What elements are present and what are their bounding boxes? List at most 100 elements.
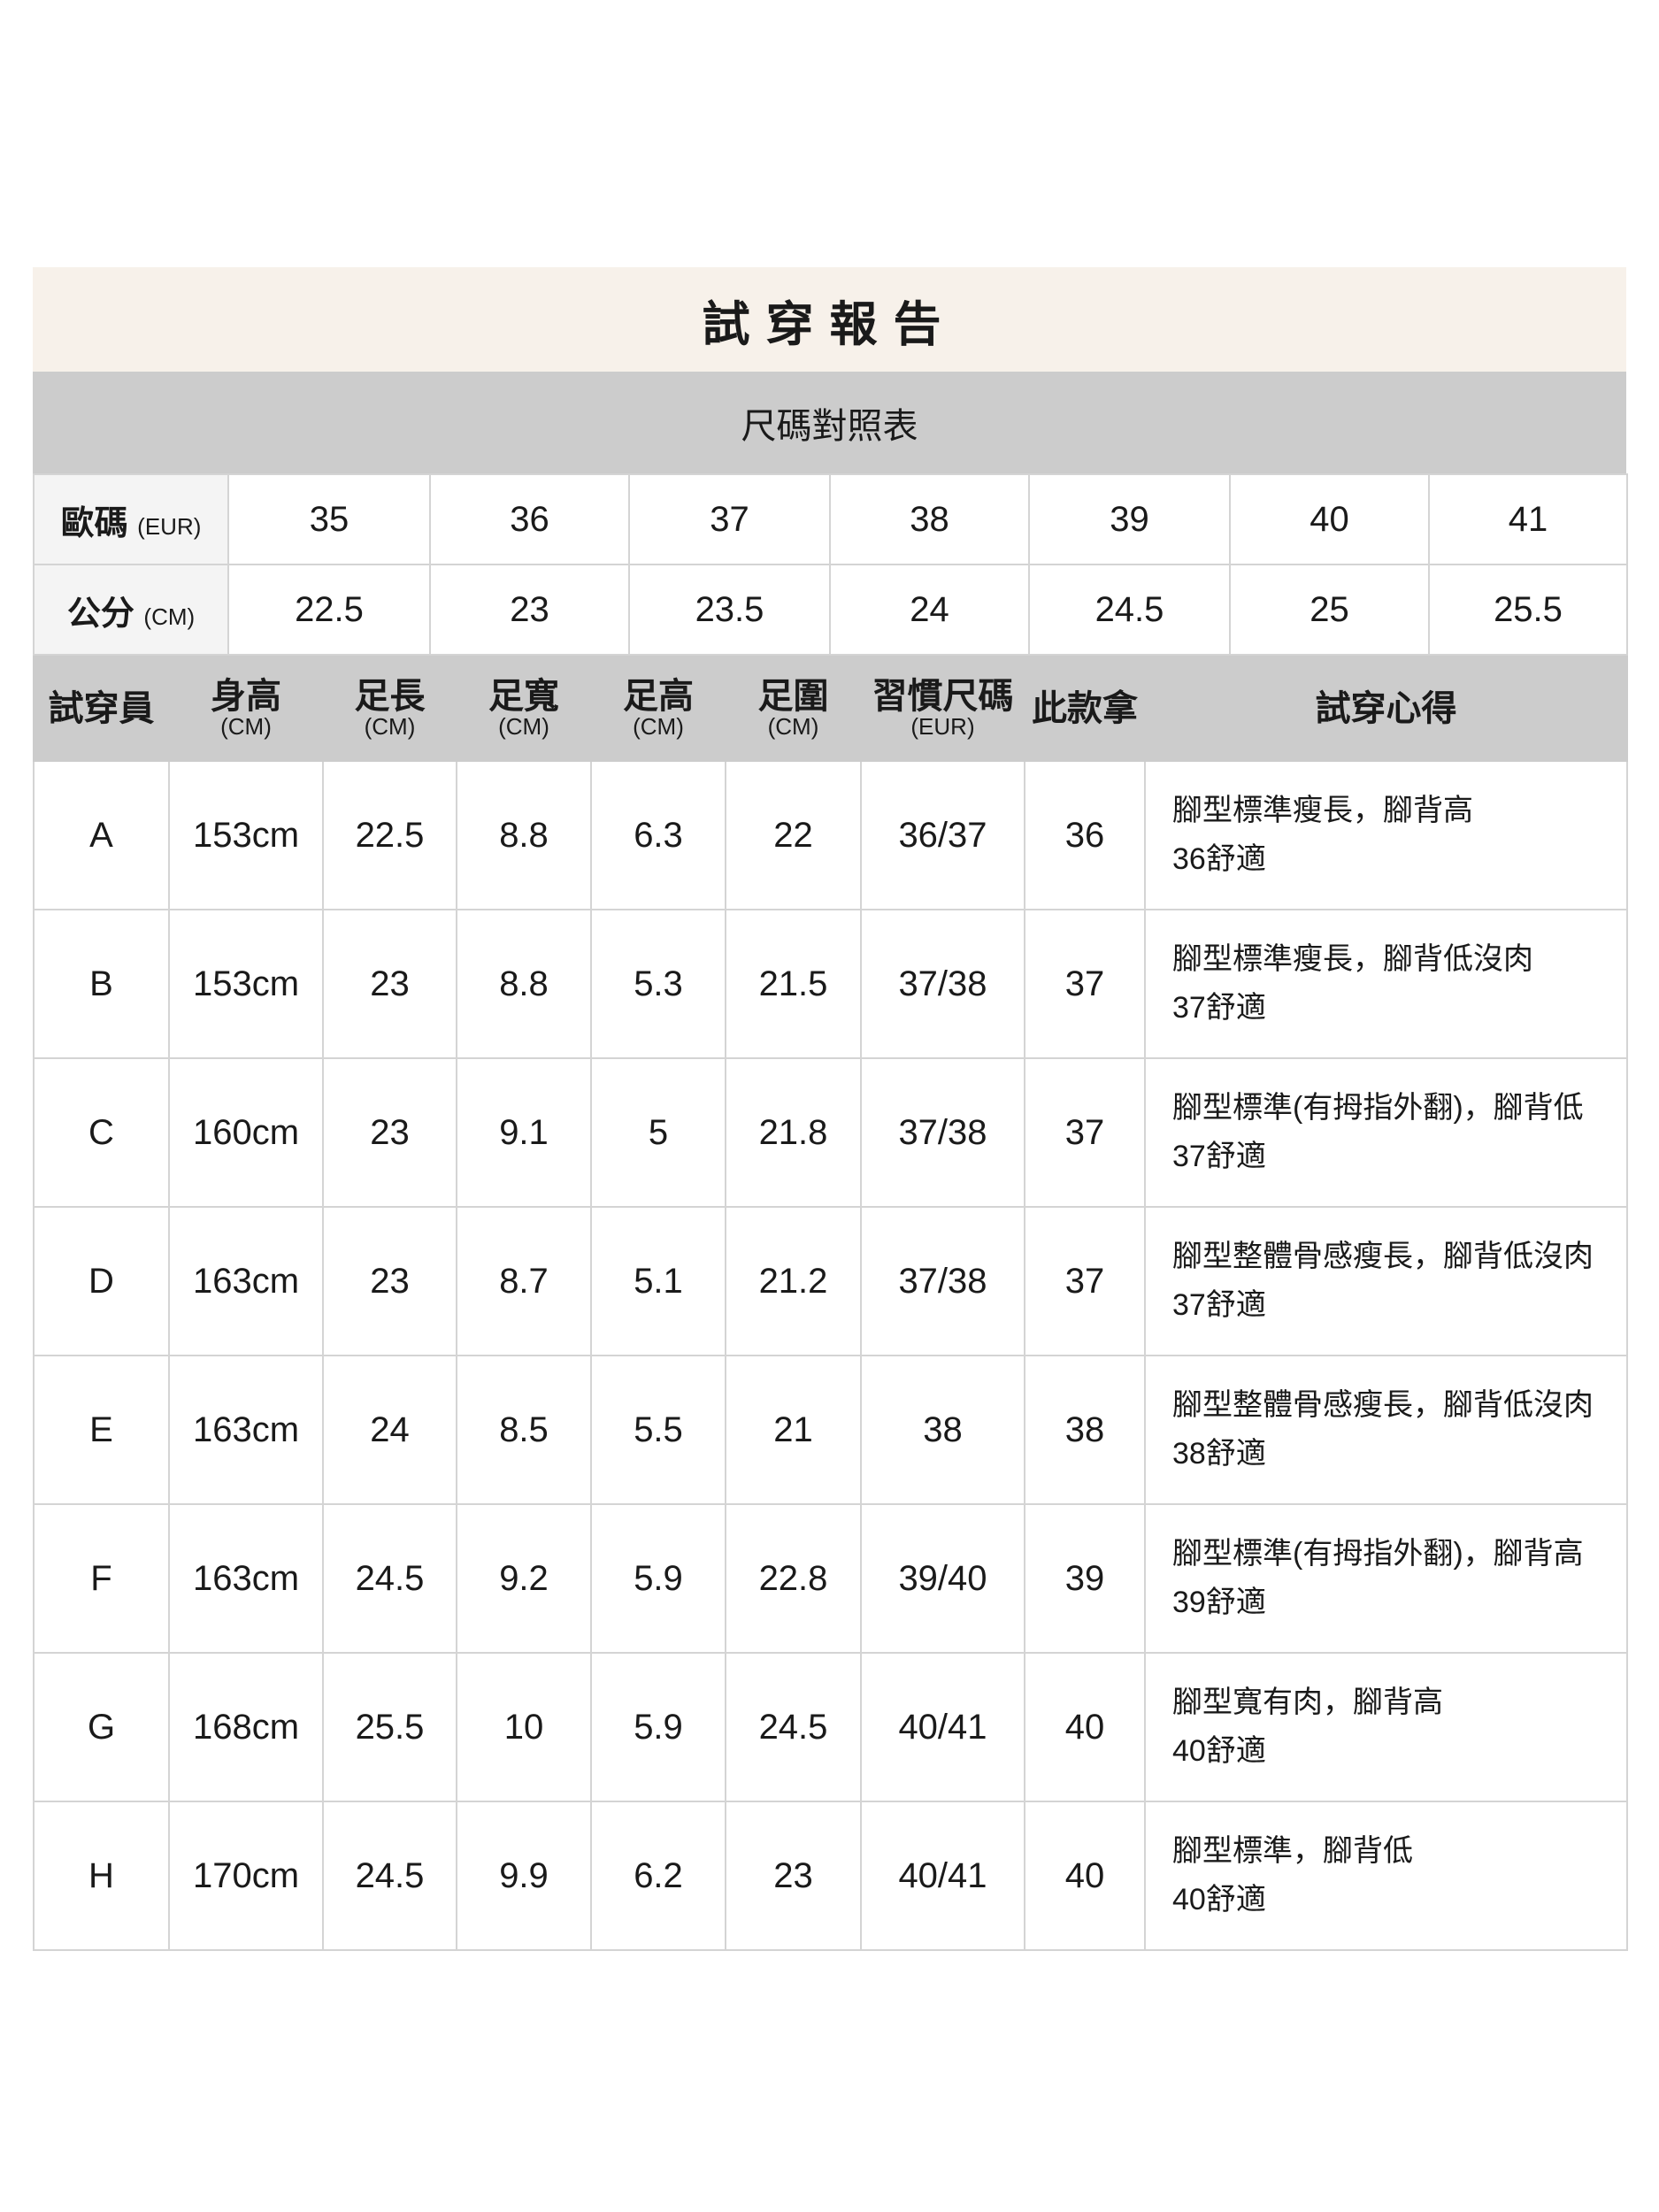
table-cell: 37 xyxy=(1024,1057,1146,1208)
column-header-label: 試穿心得 xyxy=(1315,689,1457,728)
fit-note-line: 腳型標準瘦長，腳背高 xyxy=(1172,794,1473,827)
cm-size-cell: 24 xyxy=(829,564,1030,656)
table-row: C 160cm 23 9.1 5 21.8 37/38 37 腳型標準(有拇指外翻)，腳背低 37… xyxy=(33,1057,1628,1208)
table-cell: 170cm xyxy=(168,1801,324,1951)
column-header: 足圍 (CM) xyxy=(725,656,862,762)
table-row: D 163cm 23 8.7 5.1 21.2 37/38 37 腳型整體骨感瘦長，腳背低沒肉 3… xyxy=(33,1206,1628,1356)
table-cell: 5.9 xyxy=(590,1652,726,1802)
fit-note-line: 腳型標準(有拇指外翻)，腳背低 xyxy=(1172,1091,1584,1125)
eur-size-cell: 41 xyxy=(1428,473,1628,565)
table-cell: 24.5 xyxy=(322,1503,457,1654)
table-cell: 36 xyxy=(1024,760,1146,910)
fit-note-line: 40舒適 xyxy=(1172,1883,1266,1916)
column-header: 習慣尺碼 (EUR) xyxy=(860,656,1025,762)
table-cell: 9.2 xyxy=(456,1503,592,1654)
column-header-unit: (CM) xyxy=(633,713,684,741)
table-cell: 39 xyxy=(1024,1503,1146,1654)
column-header-label: 習慣尺碼 xyxy=(872,677,1014,717)
eur-size-cell: 40 xyxy=(1229,473,1430,565)
table-cell: 5.9 xyxy=(590,1503,726,1654)
table-row: A 153cm 22.5 8.8 6.3 22 36/37 36 腳型標準瘦長，腳背高 36舒適 xyxy=(33,760,1628,910)
cm-label-text: 公分 xyxy=(66,595,134,633)
table-cell: 23 xyxy=(322,1206,457,1356)
table-cell: 24 xyxy=(322,1355,457,1505)
table-cell: 24.5 xyxy=(322,1801,457,1951)
table-cell: 39/40 xyxy=(860,1503,1025,1654)
column-header-unit: (CM) xyxy=(364,713,416,741)
table-row: F 163cm 24.5 9.2 5.9 22.8 39/40 39 腳型標準(有拇指外翻)，腳… xyxy=(33,1503,1628,1654)
cm-row: 公分 (CM) 22.5 23 23.5 24 24.5 25 25.5 xyxy=(33,564,1628,656)
table-cell: 163cm xyxy=(168,1355,324,1505)
column-header: 足高 (CM) xyxy=(590,656,726,762)
fit-note-line: 腳型整體骨感瘦長，腳背低沒肉 xyxy=(1172,1388,1594,1422)
column-header-label: 足圍 xyxy=(757,677,829,717)
fit-note-cell: 腳型標準(有拇指外翻)，腳背低 37舒適 xyxy=(1144,1057,1628,1208)
table-cell: 5.5 xyxy=(590,1355,726,1505)
column-header-label: 身高 xyxy=(211,677,281,717)
table-cell: B xyxy=(33,909,170,1059)
cm-size-cell: 25 xyxy=(1229,564,1430,656)
eur-unit: (EUR) xyxy=(137,512,202,540)
size-chart-title: 尺碼對照表 xyxy=(33,372,1626,473)
size-chart-table: 歐碼 (EUR) 35 36 37 38 39 40 41 公分 (CM) 22.5 23 23… xyxy=(33,473,1628,656)
fit-note-line: 腳型標準瘦長，腳背低沒肉 xyxy=(1172,942,1533,976)
fit-note-line: 39舒適 xyxy=(1172,1586,1266,1619)
cm-size-cell: 23.5 xyxy=(628,564,831,656)
column-header-unit: (CM) xyxy=(498,713,549,741)
tester-table: 試穿員 身高 (CM) 足長 (CM) 足寬 (CM) 足高 (CM) 足圍 (CM) 習慣尺碼 (EU… xyxy=(33,656,1628,1951)
fit-note-cell: 腳型寬有肉，腳背高 40舒適 xyxy=(1144,1652,1628,1802)
report-title: 試穿報告 xyxy=(33,267,1626,372)
fit-note-cell: 腳型標準瘦長，腳背高 36舒適 xyxy=(1144,760,1628,910)
cm-size-cell: 25.5 xyxy=(1428,564,1628,656)
table-cell: 37 xyxy=(1024,909,1146,1059)
table-cell: C xyxy=(33,1057,170,1208)
column-header: 身高 (CM) xyxy=(168,656,324,762)
table-cell: 21 xyxy=(725,1355,862,1505)
table-cell: 5.3 xyxy=(590,909,726,1059)
column-header-label: 足長 xyxy=(354,677,426,717)
fit-note-line: 37舒適 xyxy=(1172,991,1266,1025)
table-cell: 21.5 xyxy=(725,909,862,1059)
fit-note-line: 37舒適 xyxy=(1172,1140,1266,1173)
eur-row: 歐碼 (EUR) 35 36 37 38 39 40 41 xyxy=(33,473,1628,565)
column-header-label: 此款拿 xyxy=(1032,689,1138,728)
table-cell: 8.5 xyxy=(456,1355,592,1505)
table-row: E 163cm 24 8.5 5.5 21 38 38 腳型整體骨感瘦長，腳背低沒肉 38舒適 xyxy=(33,1355,1628,1505)
table-cell: 38 xyxy=(1024,1355,1146,1505)
eur-size-cell: 37 xyxy=(628,473,831,565)
table-cell: 38 xyxy=(860,1355,1025,1505)
table-row: G 168cm 25.5 10 5.9 24.5 40/41 40 腳型寬有肉，腳背高 40舒適 xyxy=(33,1652,1628,1802)
cm-size-cell: 24.5 xyxy=(1028,564,1231,656)
table-cell: 9.9 xyxy=(456,1801,592,1951)
column-header-unit: (EUR) xyxy=(910,713,975,741)
table-cell: 153cm xyxy=(168,909,324,1059)
table-cell: 168cm xyxy=(168,1652,324,1802)
table-cell: 25.5 xyxy=(322,1652,457,1802)
fit-note-cell: 腳型整體骨感瘦長，腳背低沒肉 38舒適 xyxy=(1144,1355,1628,1505)
fit-note-line: 38舒適 xyxy=(1172,1437,1266,1471)
fit-note-line: 40舒適 xyxy=(1172,1734,1266,1768)
table-cell: 36/37 xyxy=(860,760,1025,910)
table-cell: A xyxy=(33,760,170,910)
table-cell: 21.8 xyxy=(725,1057,862,1208)
table-cell: 21.2 xyxy=(725,1206,862,1356)
fit-note-line: 腳型標準，腳背低 xyxy=(1172,1834,1413,1868)
header-row: 試穿員 身高 (CM) 足長 (CM) 足寬 (CM) 足高 (CM) 足圍 (CM) 習慣尺碼 (EU… xyxy=(33,656,1628,762)
table-cell: 163cm xyxy=(168,1503,324,1654)
column-header-unit: (CM) xyxy=(220,713,272,741)
table-cell: 6.3 xyxy=(590,760,726,910)
cm-size-cell: 22.5 xyxy=(227,564,431,656)
fit-note-cell: 腳型整體骨感瘦長，腳背低沒肉 37舒適 xyxy=(1144,1206,1628,1356)
eur-size-cell: 36 xyxy=(429,473,630,565)
table-cell: 37/38 xyxy=(860,1206,1025,1356)
fit-note-cell: 腳型標準(有拇指外翻)，腳背高 39舒適 xyxy=(1144,1503,1628,1654)
table-cell: 40 xyxy=(1024,1652,1146,1802)
cm-unit: (CM) xyxy=(143,603,196,630)
column-header-label: 足高 xyxy=(623,677,694,717)
fit-note-cell: 腳型標準，腳背低 40舒適 xyxy=(1144,1801,1628,1951)
eur-size-cell: 35 xyxy=(227,473,431,565)
table-cell: H xyxy=(33,1801,170,1951)
column-header: 試穿心得 xyxy=(1144,656,1628,762)
column-header-unit: (CM) xyxy=(767,713,819,741)
column-header-label: 試穿員 xyxy=(48,689,155,728)
